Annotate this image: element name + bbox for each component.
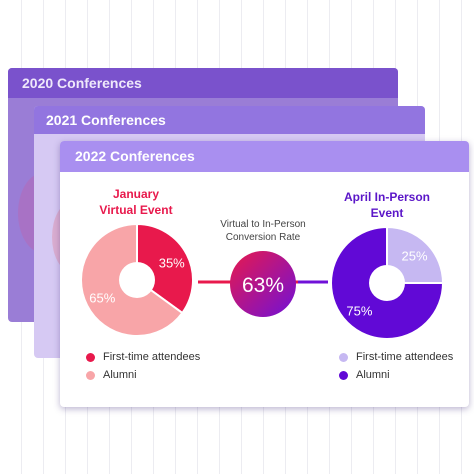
legend-item: Alumni [339,366,453,384]
slice-label: 25% [402,248,428,263]
pie-slice [330,225,445,340]
donut-hole [119,262,155,298]
right-chart-title-line2: Event [371,206,404,220]
legend-swatch [86,370,95,380]
left-chart-title-line2: Virtual Event [99,203,172,217]
legend-item: First-time attendees [339,348,453,366]
legend-item: Alumni [86,366,200,384]
right-chart-title-line1: April In-Person [344,190,430,204]
slice-label: 35% [159,255,185,270]
conference-charts: January Virtual Event April In-Person Ev… [80,187,445,340]
pie-april-in-person: 25% 75% [330,225,445,340]
legend-swatch [339,370,348,380]
legend-label: Alumni [356,369,390,381]
legend-left: First-time attendees Alumni [86,348,200,384]
legend-right: First-time attendees Alumni [339,348,453,384]
pie-slice [136,222,194,315]
card-2022-conferences: 2022 Conferences January Virtual Event A… [60,141,469,407]
donut-hole [369,265,405,301]
card-title-2021: 2021 Conferences [34,106,425,134]
conversion-label-line1: Virtual to In-Person [220,219,305,230]
pie-january-virtual: 35% 65% [80,222,194,337]
legend-label: Alumni [103,369,137,381]
card-title-2020: 2020 Conferences [8,68,398,98]
slice-label: 65% [89,291,115,306]
card-title-2022: 2022 Conferences [60,141,469,172]
legend-swatch [86,352,95,362]
pie-slice [386,225,445,284]
legend-label: First-time attendees [103,351,201,363]
legend-swatch [339,352,348,362]
legend-label: First-time attendees [356,351,454,363]
conversion-label-line2: Conversion Rate [226,232,301,243]
legend-item: First-time attendees [86,348,200,366]
conversion-rate-circle [230,251,296,317]
slice-label: 75% [346,304,372,319]
conversion-rate-value: 63% [242,274,284,297]
left-chart-title-line1: January [113,187,159,201]
